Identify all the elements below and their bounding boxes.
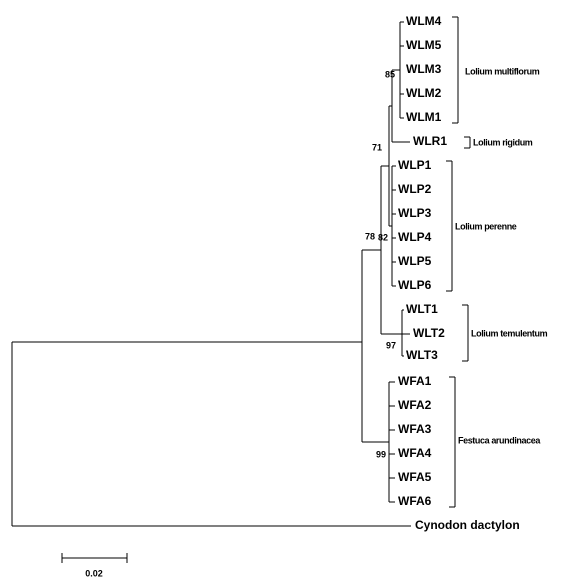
- bootstrap: 82: [378, 232, 388, 242]
- leaf-label: WFA5: [398, 470, 432, 484]
- leaf-label: WLP1: [398, 158, 432, 172]
- bootstrap: 78: [365, 231, 375, 241]
- leaf-label: WLP6: [398, 278, 432, 292]
- clade-label: Lolium rigidum: [473, 137, 533, 147]
- leaf-label: WLM1: [406, 110, 442, 124]
- leaf-label: WFA6: [398, 494, 432, 508]
- leaf-label: WLP3: [398, 206, 432, 220]
- clade-label: Festuca arundinacea: [458, 435, 541, 445]
- clade-labels: Lolium multiflorum Lolium rigidum Lolium…: [455, 66, 548, 445]
- leaf-label: WLP5: [398, 254, 432, 268]
- bootstrap-values: 85 71 82 78 97 99: [365, 69, 396, 459]
- branches: [11, 21, 411, 527]
- leaf-label: WFA4: [398, 446, 432, 460]
- leaf-labels: WLM4 WLM5 WLM3 WLM2 WLM1 WLR1 WLP1 WLP2 …: [398, 14, 520, 532]
- leaf-label: WLP2: [398, 182, 432, 196]
- leaf-label: WLM2: [406, 86, 442, 100]
- leaf-label: WFA3: [398, 422, 432, 436]
- bootstrap: 99: [376, 449, 386, 459]
- scale-label: 0.02: [85, 568, 103, 578]
- scale-bar: 0.02: [61, 553, 128, 578]
- leaf-label: WLM5: [406, 38, 442, 52]
- clade-label: Lolium temulentum: [471, 328, 548, 338]
- leaf-label: WLT1: [406, 302, 438, 316]
- leaf-label: Cynodon dactylon: [415, 518, 520, 532]
- bootstrap: 85: [385, 69, 395, 79]
- leaf-label: WLP4: [398, 230, 432, 244]
- leaf-label: WFA2: [398, 398, 432, 412]
- clade-label: Lolium multiflorum: [465, 66, 540, 76]
- leaf-label: WLT2: [413, 326, 445, 340]
- leaf-label: WLM3: [406, 62, 442, 76]
- clade-label: Lolium perenne: [455, 221, 517, 231]
- leaf-label: WLR1: [413, 134, 447, 148]
- bootstrap: 71: [372, 142, 382, 152]
- leaf-label: WLT3: [406, 348, 438, 362]
- leaf-label: WLM4: [406, 14, 442, 28]
- bootstrap: 97: [386, 340, 396, 350]
- clade-brackets: [446, 16, 471, 508]
- leaf-label: WFA1: [398, 374, 432, 388]
